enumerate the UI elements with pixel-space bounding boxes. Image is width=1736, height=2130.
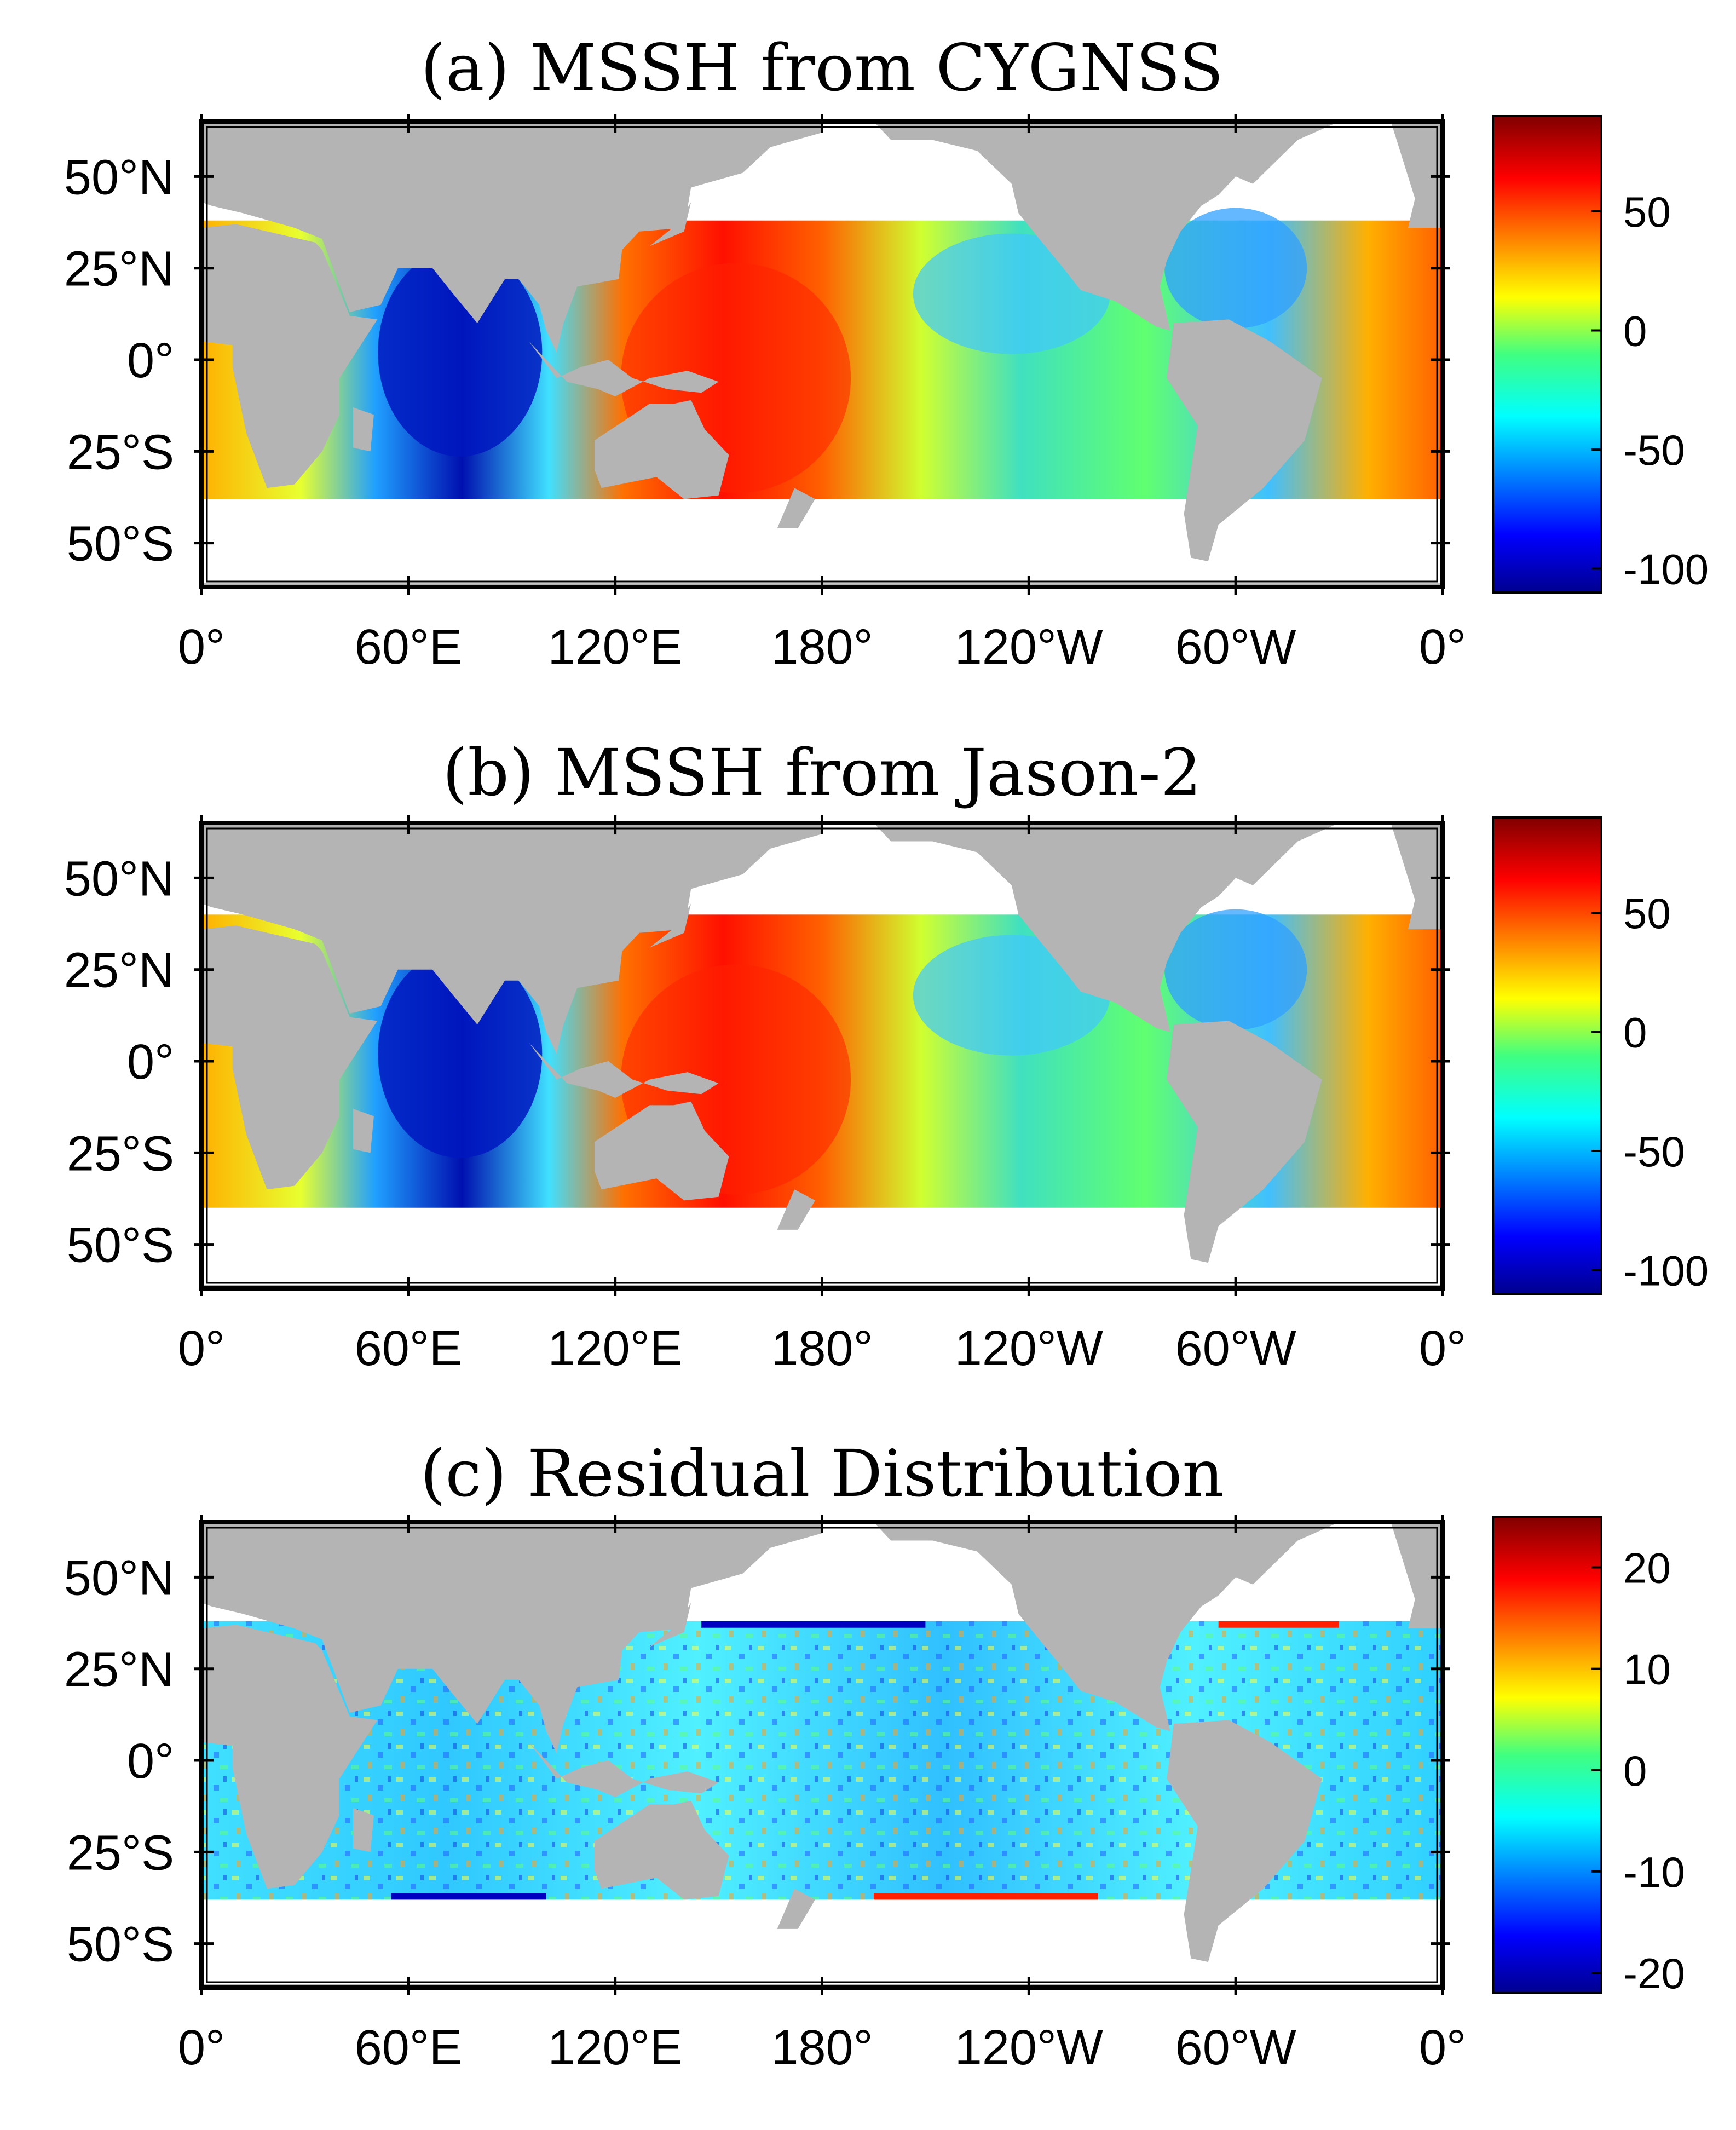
land-mass — [201, 1625, 378, 1889]
lat-label: 25°N — [64, 242, 174, 297]
land-mass — [201, 1522, 822, 1753]
colorbar — [1492, 816, 1602, 1295]
lon-label: 0° — [1419, 2020, 1466, 2075]
land-mass — [201, 823, 822, 1054]
lon-label: 60°W — [1175, 1321, 1296, 1376]
panel-2: (b) MSSH from Jason-250°N25°N0°25°S50°S0… — [64, 735, 1709, 1376]
colorbar-label: -100 — [1623, 1247, 1709, 1295]
lon-label: 120°E — [548, 1321, 683, 1376]
lon-label: 60°E — [355, 2020, 462, 2075]
panel-1: (a) MSSH from CYGNSS50°N25°N0°25°S50°S0°… — [64, 30, 1709, 675]
land-mass — [594, 1800, 729, 1900]
lat-label: 0° — [127, 1734, 174, 1789]
lat-label: 50°S — [67, 517, 174, 572]
lon-label: 60°E — [355, 620, 462, 675]
north-edge-residual-pos — [1218, 1621, 1340, 1628]
land-mass — [353, 1109, 374, 1153]
lat-label: 0° — [127, 1035, 174, 1090]
land-mass — [822, 823, 1340, 1032]
lat-label: 25°S — [67, 1826, 174, 1880]
land-mass — [201, 925, 378, 1190]
lon-label: 180° — [771, 2020, 873, 2075]
colorbar — [1492, 115, 1602, 594]
land-mass — [777, 1889, 815, 1929]
lon-label: 120°W — [955, 1321, 1103, 1376]
north-atlantic-low — [1164, 909, 1307, 1030]
land-mass — [353, 1808, 374, 1852]
land-mass — [1391, 823, 1443, 930]
land-mass — [1167, 1021, 1322, 1263]
lon-label: 120°E — [548, 2020, 683, 2075]
colorbar-label: 0 — [1623, 1009, 1647, 1057]
colorbar-label: -50 — [1623, 426, 1685, 474]
land-mass — [1167, 1720, 1322, 1962]
land-mass — [777, 488, 815, 528]
panel-title: (a) MSSH from CYGNSS — [420, 30, 1224, 106]
colorbar-label: 50 — [1623, 188, 1671, 236]
lon-label: 120°W — [955, 2020, 1103, 2075]
panel-title: (b) MSSH from Jason-2 — [442, 735, 1202, 810]
south-edge-residual — [391, 1893, 546, 1900]
lon-label: 0° — [178, 620, 225, 675]
lat-label: 50°N — [64, 851, 174, 906]
panel-3: (c) Residual Distribution 50°N 25°N 0° 25°S 5… — [64, 1436, 1685, 2075]
colorbar-label: 0 — [1623, 1747, 1647, 1795]
land-mass — [822, 1522, 1340, 1731]
panel-title: (c) Residual Distribution — [420, 1436, 1224, 1511]
indian-ocean-low — [378, 949, 543, 1158]
colorbar-label: 10 — [1623, 1645, 1671, 1694]
land-mass — [529, 1043, 719, 1098]
land-mass — [649, 1603, 691, 1647]
north-edge-residual — [701, 1621, 926, 1628]
colorbar-label: -100 — [1623, 545, 1709, 594]
land-mass — [777, 1189, 815, 1230]
lat-label: 25°N — [64, 1643, 174, 1697]
lat-label: 50°N — [64, 1551, 174, 1605]
lon-label: 180° — [771, 1321, 873, 1376]
colorbar-label: -50 — [1623, 1127, 1685, 1176]
land-mass — [201, 224, 378, 488]
colorbar-label: 0 — [1623, 307, 1647, 355]
lat-label: 0° — [127, 333, 174, 388]
lon-label: 180° — [771, 620, 873, 675]
indian-ocean-low — [378, 248, 543, 457]
colorbar-label: -10 — [1623, 1848, 1685, 1896]
lat-label: 25°S — [67, 1126, 174, 1181]
lat-label: 25°N — [64, 943, 174, 998]
lon-label: 0° — [1419, 620, 1466, 675]
land-mass — [529, 1742, 719, 1797]
land-mass — [1167, 319, 1322, 562]
lon-label: 60°E — [355, 1321, 462, 1376]
land-mass — [529, 341, 719, 396]
land-mass — [649, 903, 691, 948]
south-edge-residual-pos — [873, 1893, 1098, 1900]
land-mass — [1391, 122, 1443, 228]
lat-label: 25°S — [67, 425, 174, 480]
land-mass — [1391, 1522, 1443, 1629]
lat-label: 50°S — [67, 1918, 174, 1972]
lat-label: 50°S — [67, 1218, 174, 1273]
lon-label: 60°W — [1175, 620, 1296, 675]
colorbar-label: -20 — [1623, 1949, 1685, 1997]
land-mass — [594, 400, 729, 499]
lon-label: 60°W — [1175, 2020, 1296, 2075]
land-mass — [594, 1101, 729, 1201]
land-mass — [649, 202, 691, 246]
lon-label: 120°E — [548, 620, 683, 675]
land-mass — [822, 122, 1340, 331]
lon-label: 0° — [178, 2020, 225, 2075]
land-mass — [201, 122, 822, 353]
north-atlantic-low — [1164, 208, 1307, 329]
lon-label: 0° — [178, 1321, 225, 1376]
colorbar-label: 50 — [1623, 889, 1671, 937]
lat-label: 50°N — [64, 150, 174, 205]
lon-label: 120°W — [955, 620, 1103, 675]
land-mass — [353, 407, 374, 452]
colorbar — [1492, 1516, 1602, 1994]
colorbar-label: 20 — [1623, 1544, 1671, 1592]
lon-label: 0° — [1419, 1321, 1466, 1376]
